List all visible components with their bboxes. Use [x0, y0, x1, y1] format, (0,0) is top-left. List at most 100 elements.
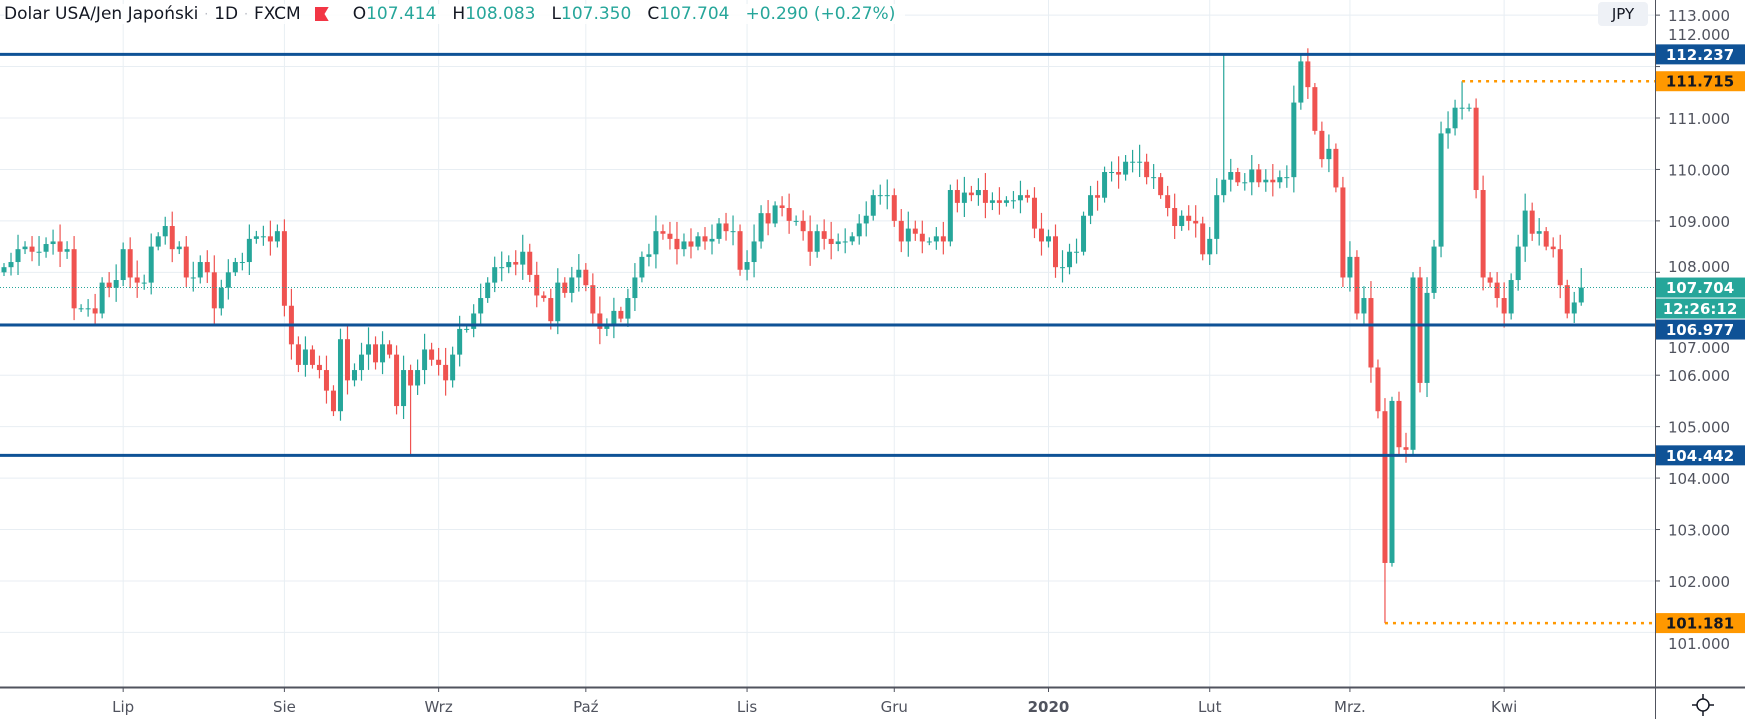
time-tick-label: Kwi: [1491, 698, 1517, 716]
candle-body: [800, 220, 806, 232]
candle-body: [492, 267, 498, 283]
flag-icon[interactable]: [314, 7, 329, 21]
candle-body: [996, 200, 1002, 203]
candle-body: [387, 344, 393, 355]
candle-body: [1438, 133, 1444, 247]
candle-body: [1543, 231, 1549, 247]
candle-body: [968, 192, 974, 196]
candle-body: [1564, 285, 1570, 314]
candle-body: [793, 220, 799, 222]
interval[interactable]: 1D: [214, 4, 239, 24]
candle-body: [1207, 238, 1213, 255]
last-price-badge: 107.704: [1666, 279, 1734, 297]
candle-body: [316, 364, 322, 371]
candle-body: [702, 236, 708, 242]
candle-body: [933, 236, 939, 242]
level-price-badge-bg: [1656, 445, 1745, 466]
candle-body: [1529, 210, 1535, 234]
low-marker-badge-bg: [1656, 613, 1745, 634]
candle-body: [1347, 256, 1353, 278]
candle-body: [940, 236, 946, 242]
candle-body: [548, 298, 554, 322]
candle-body: [1017, 195, 1023, 201]
candle-body: [639, 256, 645, 278]
time-tick-label: Lip: [112, 698, 134, 716]
candle-body: [148, 246, 154, 283]
candle-body: [1522, 210, 1528, 247]
candle-body: [1193, 220, 1199, 224]
candle-body: [947, 190, 953, 242]
candle-body: [1361, 298, 1367, 314]
candle-body: [408, 370, 414, 386]
candle-body: [352, 370, 357, 381]
candle-body: [1578, 287, 1584, 303]
price-tick-label: 103.000: [1668, 522, 1730, 540]
price-tick-label: 111.000: [1668, 110, 1730, 128]
candle-body: [330, 390, 336, 412]
candle-body: [1375, 367, 1381, 412]
candle-body: [723, 223, 729, 232]
candle-body: [1508, 280, 1514, 314]
separator: ·: [204, 7, 209, 21]
last-price-badge-bg: [1656, 277, 1745, 298]
candle-body: [15, 249, 21, 263]
candle-body: [443, 364, 449, 381]
candle-body: [1256, 169, 1262, 183]
open-value: 107.414: [366, 4, 437, 24]
candle-body: [1557, 249, 1563, 286]
close-value: 107.704: [659, 4, 730, 24]
candle-body: [905, 228, 911, 242]
candle-body: [1010, 200, 1016, 202]
price-tick-label: 104.000: [1668, 470, 1730, 488]
candle-body: [1067, 251, 1073, 268]
time-tick-label: Mrz.: [1334, 698, 1366, 716]
candle-body: [1123, 161, 1129, 175]
candle-body: [583, 269, 589, 286]
candle-body: [772, 205, 778, 224]
high-label: H: [452, 4, 466, 24]
candle-body: [1024, 195, 1030, 198]
high-marker-badge-bg: [1656, 71, 1745, 92]
candle-body: [50, 241, 56, 245]
candle-body: [1326, 148, 1332, 160]
candle-body: [1172, 208, 1178, 227]
candle-body: [989, 200, 995, 203]
price-tick-label: 101.000: [1668, 635, 1730, 653]
candle-body: [232, 262, 238, 273]
candle-body: [1368, 298, 1374, 368]
candle-body: [211, 272, 217, 309]
candle-body: [863, 215, 869, 224]
candle-body: [373, 344, 379, 363]
price-tick-label: 112.000: [1668, 26, 1730, 44]
candle-body: [1200, 223, 1206, 255]
level-price-badge: 112.237: [1666, 46, 1734, 64]
candle-body: [1270, 179, 1276, 183]
candle-body: [1214, 195, 1220, 239]
candle-body: [688, 241, 694, 247]
candle-body: [120, 249, 126, 281]
ohlc-high: H108.083: [452, 4, 535, 24]
candle-body: [1389, 400, 1395, 563]
candle-body: [204, 262, 210, 273]
candle-body: [106, 282, 112, 288]
candle-body: [1431, 246, 1437, 293]
candle-body: [1319, 130, 1325, 160]
candle-body: [1045, 236, 1051, 242]
candle-body: [1, 267, 7, 273]
candle-body: [898, 220, 904, 242]
candle-body: [541, 295, 547, 299]
candle-body: [653, 231, 659, 255]
settings-icon[interactable]: [1690, 692, 1716, 718]
candle-body: [1221, 179, 1227, 196]
level-price-badge: 106.977: [1666, 321, 1734, 339]
candle-body: [359, 354, 365, 371]
candle-body: [1144, 161, 1150, 178]
candle-body: [29, 246, 35, 252]
high-value: 108.083: [465, 4, 536, 24]
candle-body: [1403, 447, 1409, 450]
currency-button[interactable]: JPY: [1598, 2, 1648, 26]
symbol-name[interactable]: Dolar USA/Jen Japoński: [4, 4, 199, 24]
candle-body: [64, 249, 70, 252]
candle-body: [513, 262, 519, 265]
